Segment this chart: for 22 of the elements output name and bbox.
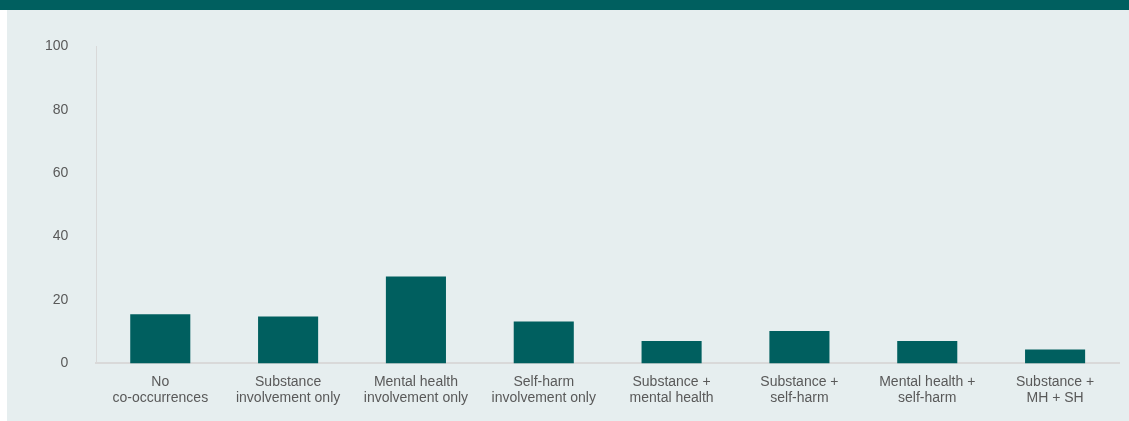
x-tick-label: Mental health + self-harm [879,372,976,406]
bar [130,314,191,364]
x-tick-label: Substance involvement only [235,372,341,406]
x-tick-label: No co-occurrences [112,372,209,406]
bar [1025,349,1086,364]
x-tick-label: Mental health involvement only [363,372,469,406]
y-tick-label: 20 [52,290,69,307]
bar [513,321,574,364]
y-tick-label: 100 [45,37,69,54]
x-tick-label: Substance + mental health [629,372,714,406]
y-tick-label: 60 [52,164,69,181]
bar [897,340,958,364]
bar [258,316,319,364]
x-tick-label: Substance + MH + SH [1015,372,1095,406]
y-tick-label: 40 [52,227,69,244]
y-tick-label: 80 [52,100,69,117]
y-tick-label: 0 [60,354,69,371]
bar [641,340,702,364]
bar [769,331,830,364]
x-tick-label: Self-harm involvement only [491,372,596,406]
bar [385,276,446,364]
x-tick-label: Substance + self-harm [760,372,839,406]
